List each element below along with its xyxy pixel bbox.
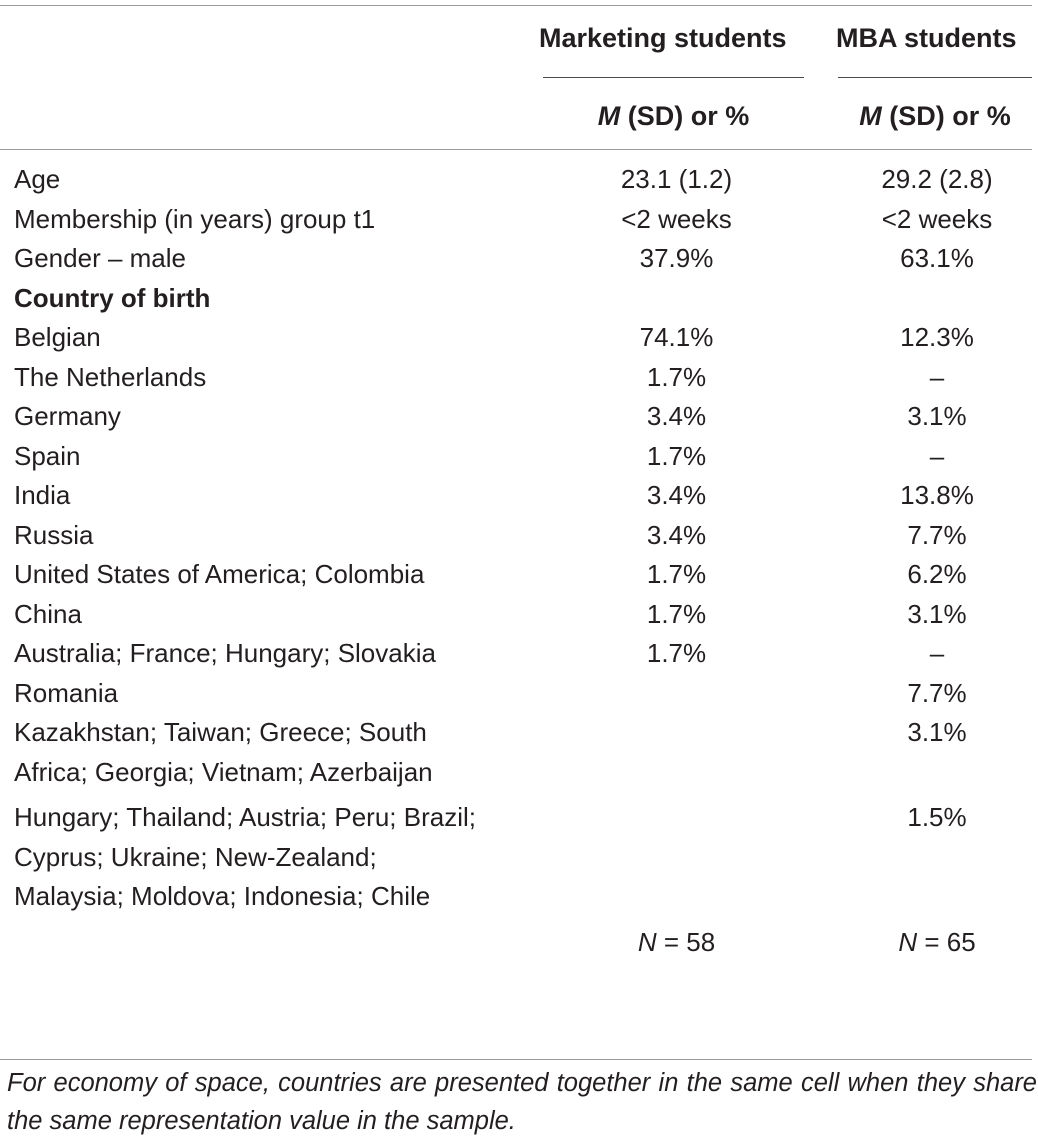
table-row: Hungary; Thailand; Austria; Peru; Brazil… xyxy=(0,798,1038,917)
table-row: Russia 3.4% 7.7% xyxy=(0,516,1038,556)
marketing-value: 3.4% xyxy=(646,480,707,510)
table-row: India 3.4% 13.8% xyxy=(0,476,1038,516)
mba-n: N = 65 xyxy=(840,923,1034,963)
table-body: Age 23.1 (1.2) 29.2 (2.8) Membership (in… xyxy=(0,160,1038,962)
column-underline-marketing xyxy=(543,77,804,78)
row-label xyxy=(0,923,540,963)
table-footnote: For economy of space, countries are pres… xyxy=(7,1069,1037,1135)
n-symbol: N xyxy=(637,926,657,957)
mba-value: 6.2% xyxy=(907,559,967,589)
header-rule xyxy=(0,149,1032,150)
marketing-value: 1.7% xyxy=(646,440,707,471)
row-label-line: Malaysia; Moldova; Indonesia; Chile xyxy=(14,881,431,911)
stat-header-m: M xyxy=(597,101,621,131)
stat-header-rest: (SD) or % xyxy=(620,101,750,131)
stat-header-rest: (SD) or % xyxy=(881,101,1011,131)
row-label: United States of America; Colombia xyxy=(14,559,425,589)
marketing-value: 74.1% xyxy=(639,322,714,352)
section-heading: Country of birth xyxy=(14,282,211,313)
mba-value: 3.1% xyxy=(907,401,967,431)
marketing-value: 1.7% xyxy=(646,638,707,668)
mba-value: – xyxy=(929,638,945,668)
row-label: Hungary; Thailand; Austria; Peru; Brazil… xyxy=(0,798,540,917)
mba-value: 29.2 (2.8) xyxy=(881,164,993,194)
mba-value: – xyxy=(929,440,945,471)
mba-value: 3.1% xyxy=(907,717,967,747)
row-label: Age xyxy=(14,164,61,194)
n-value: = 58 xyxy=(656,926,716,957)
marketing-value: 37.9% xyxy=(639,243,714,273)
marketing-value xyxy=(540,798,804,917)
marketing-value: 23.1 (1.2) xyxy=(620,164,733,194)
mba-value: 63.1% xyxy=(900,243,974,273)
row-label: The Netherlands xyxy=(14,361,207,392)
totals-row: N = 58 N = 65 xyxy=(0,923,1038,963)
table-row: Membership (in years) group t1 <2 weeks … xyxy=(0,200,1038,240)
n-symbol: N xyxy=(898,926,918,957)
table-row: Romania 7.7% xyxy=(0,674,1038,714)
table-row: Australia; France; Hungary; Slovakia 1.7… xyxy=(0,634,1038,674)
stat-header-m: M xyxy=(859,101,882,131)
table-row: China 1.7% 3.1% xyxy=(0,595,1038,635)
marketing-value: 1.7% xyxy=(646,598,707,629)
column-underline-mba xyxy=(838,77,1032,78)
marketing-n: N = 58 xyxy=(540,923,804,963)
table-row: Kazakhstan; Taiwan; Greece; South Africa… xyxy=(0,713,1038,792)
n-value: = 65 xyxy=(917,926,976,957)
row-label-line: Kazakhstan; Taiwan; Greece; South xyxy=(14,717,427,747)
bottom-rule xyxy=(0,1059,1032,1060)
marketing-value xyxy=(540,713,804,792)
row-label: Spain xyxy=(14,440,81,471)
marketing-value: 3.4% xyxy=(646,401,707,431)
mba-value: 13.8% xyxy=(900,480,974,510)
table-row: The Netherlands 1.7% – xyxy=(0,358,1038,398)
mba-value xyxy=(840,279,1034,319)
row-label: Romania xyxy=(14,677,119,708)
mba-value: 7.7% xyxy=(907,519,967,550)
column-header-mba: MBA students xyxy=(836,23,1017,53)
table-row: Gender – male 37.9% 63.1% xyxy=(0,239,1038,279)
row-label: Australia; France; Hungary; Slovakia xyxy=(14,638,436,668)
table-row: United States of America; Colombia 1.7% … xyxy=(0,555,1038,595)
mba-value: 12.3% xyxy=(900,322,974,352)
mba-value: <2 weeks xyxy=(881,203,993,234)
table-row: Age 23.1 (1.2) 29.2 (2.8) xyxy=(0,160,1038,200)
marketing-value xyxy=(540,279,804,319)
marketing-value: 3.4% xyxy=(646,519,707,550)
row-label: Germany xyxy=(14,401,121,431)
row-label: Kazakhstan; Taiwan; Greece; South Africa… xyxy=(0,713,540,792)
marketing-value: 1.7% xyxy=(646,559,707,589)
marketing-value: 1.7% xyxy=(646,361,707,392)
table-row: Belgian 74.1% 12.3% xyxy=(0,318,1038,358)
stat-header-marketing: M (SD) or % xyxy=(543,100,804,132)
mba-value: 3.1% xyxy=(907,598,967,629)
row-label: Gender – male xyxy=(14,243,186,273)
marketing-value: <2 weeks xyxy=(621,203,732,234)
row-label-line: Cyprus; Ukraine; New-Zealand; xyxy=(14,841,377,872)
row-label: Russia xyxy=(14,519,94,550)
row-label: China xyxy=(14,598,82,629)
row-label-line: Hungary; Thailand; Austria; Peru; Brazil… xyxy=(14,802,476,832)
row-label: Membership (in years) group t1 xyxy=(14,203,376,234)
table-row: Spain 1.7% – xyxy=(0,437,1038,477)
row-label: Belgian xyxy=(14,322,101,352)
marketing-value xyxy=(540,674,804,714)
row-label: India xyxy=(14,480,71,510)
section-heading-row: Country of birth xyxy=(0,279,1038,319)
stat-header-mba: M (SD) or % xyxy=(838,100,1032,132)
row-label-line: Africa; Georgia; Vietnam; Azerbaijan xyxy=(14,756,433,787)
column-header-marketing: Marketing students xyxy=(539,23,787,53)
mba-value: 7.7% xyxy=(907,677,967,708)
mba-value: – xyxy=(929,361,945,392)
table-row: Germany 3.4% 3.1% xyxy=(0,397,1038,437)
mba-value: 1.5% xyxy=(907,802,967,832)
top-rule xyxy=(0,5,1032,6)
